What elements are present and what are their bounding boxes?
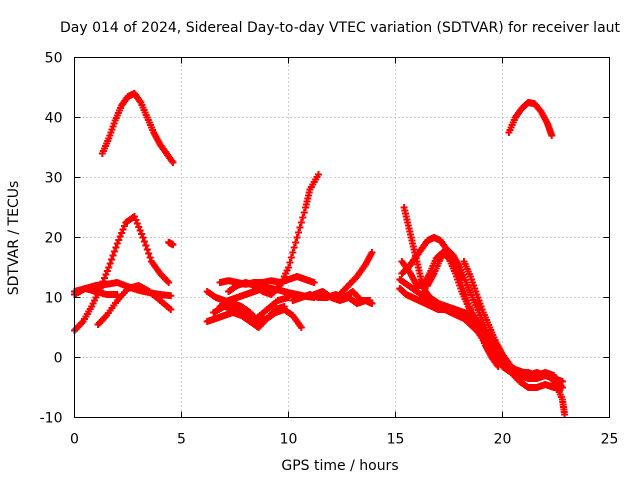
series-arc-1	[98, 90, 177, 166]
data-point	[290, 244, 298, 251]
y-tick-label: 20	[45, 231, 63, 247]
series-arc-24	[507, 369, 566, 385]
data-point	[146, 254, 154, 261]
series-arc-12	[225, 171, 322, 298]
series-arc-22	[460, 258, 513, 367]
data-point	[293, 234, 301, 241]
y-tick-label: -10	[40, 411, 63, 427]
data-point	[106, 260, 114, 267]
x-tick-label: 20	[494, 432, 512, 448]
x-tick-label: 25	[601, 432, 619, 448]
data-point	[314, 171, 322, 178]
data-point	[299, 214, 307, 221]
y-tick-label: 30	[45, 171, 63, 187]
data-point	[145, 250, 153, 257]
data-point	[287, 254, 295, 261]
x-tick-label: 0	[70, 432, 79, 448]
data-point	[300, 209, 308, 216]
data-point	[112, 244, 120, 251]
data-point	[561, 411, 569, 418]
data-point	[297, 324, 305, 331]
data-point	[558, 378, 566, 385]
tick-layer: 0 5 10 15 20 25 -10 0 10 20 30 40 50	[40, 51, 619, 448]
data-point	[142, 242, 150, 249]
data-point	[310, 279, 318, 286]
data-point	[368, 249, 376, 256]
data-point	[169, 241, 177, 249]
data-point	[169, 159, 177, 166]
data-point	[113, 291, 121, 298]
data-point	[280, 303, 288, 310]
data-point	[285, 264, 292, 271]
x-axis-label: GPS time / hours	[281, 458, 398, 474]
series-arc-5	[71, 285, 121, 298]
data-point	[297, 219, 305, 226]
data-point	[139, 234, 147, 241]
y-tick-label: 10	[45, 291, 63, 307]
data-point	[140, 238, 148, 245]
series-arc-15	[336, 249, 376, 298]
data-point	[548, 132, 556, 139]
x-tick-label: 15	[387, 432, 405, 448]
series-arc-26	[505, 99, 556, 139]
series-arc-11	[216, 273, 318, 288]
series-arc-9	[210, 294, 292, 322]
y-axis-label: SDTVAR / TECUs	[6, 181, 22, 296]
data-point	[143, 246, 151, 253]
data-point	[294, 229, 302, 236]
data-point	[109, 252, 117, 259]
x-tick-label: 10	[280, 432, 298, 448]
y-tick-label: 40	[45, 111, 63, 127]
x-tick-label: 5	[177, 432, 186, 448]
data-point	[286, 259, 294, 266]
data-point	[296, 224, 304, 231]
series-arc-4	[94, 282, 175, 328]
series-arc-25	[546, 372, 569, 418]
y-tick-label: 0	[54, 351, 63, 367]
data-point	[105, 264, 113, 271]
y-tick-label: 50	[45, 51, 63, 67]
data-point	[110, 248, 118, 255]
data-point	[289, 249, 297, 256]
series-arc-6	[165, 238, 177, 249]
data-point	[505, 360, 513, 367]
data-point	[167, 292, 175, 300]
data-point	[292, 239, 300, 246]
data-point	[368, 300, 376, 307]
data-layer	[71, 90, 569, 418]
chart-title: Day 014 of 2024, Sidereal Day-to-day VTE…	[60, 20, 621, 36]
data-point	[167, 306, 175, 313]
series-arc-23	[499, 363, 566, 391]
series-arc-14	[310, 288, 376, 307]
data-point	[108, 256, 116, 263]
data-point	[165, 279, 173, 286]
